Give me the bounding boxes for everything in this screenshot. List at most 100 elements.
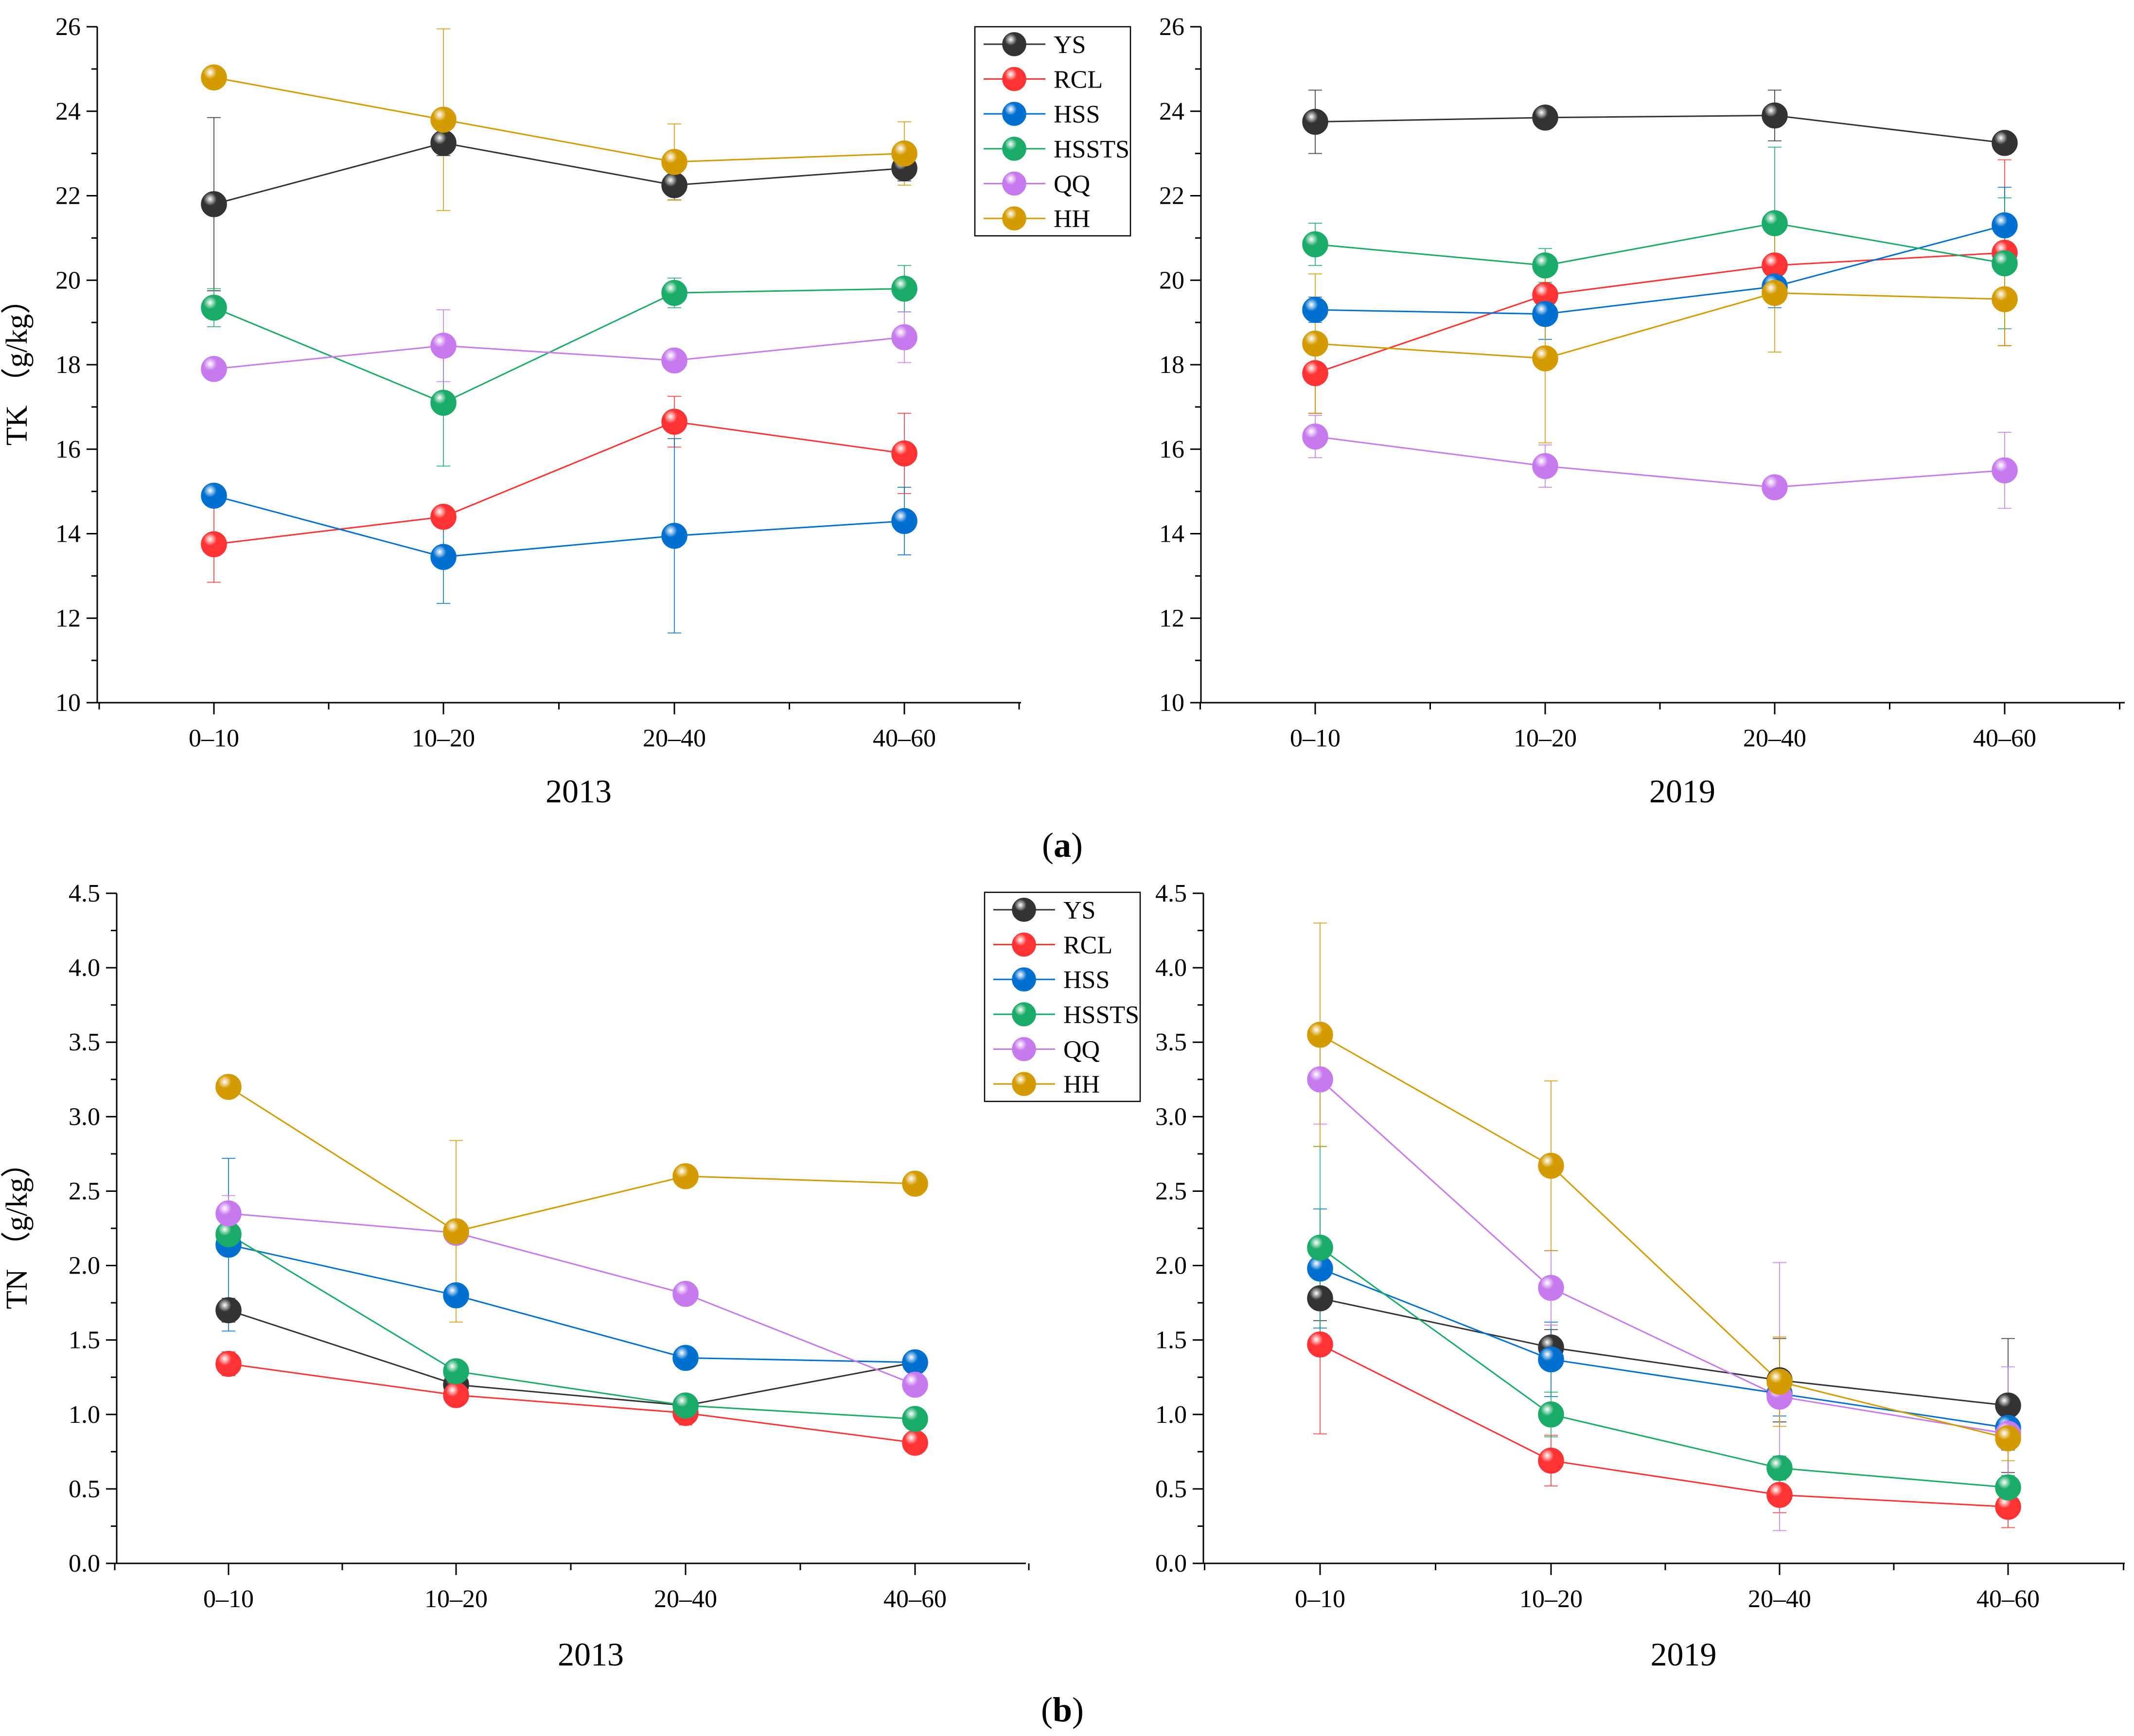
x-axis-title: 2013: [546, 773, 612, 810]
data-point-qq: [1532, 453, 1558, 479]
legend-marker: [1012, 932, 1036, 957]
data-point-rcl: [201, 531, 227, 557]
y-tick-label: 12: [55, 604, 81, 632]
series-line: [1315, 114, 2005, 144]
series-line: [1320, 1268, 2009, 1429]
series-line: [213, 337, 905, 370]
data-point-hss: [1532, 301, 1558, 327]
y-tick-label: 2.5: [1155, 1177, 1187, 1205]
data-point-qq: [1992, 457, 2018, 483]
series-rcl: [207, 396, 911, 583]
series-hh: [1313, 922, 2015, 1461]
data-point-rcl: [430, 504, 457, 530]
legend-box: [974, 26, 1131, 237]
series-hh: [222, 1080, 922, 1323]
y-tick-label: 0.0: [69, 1550, 100, 1577]
legend-marker: [1002, 32, 1026, 56]
data-point-hh: [891, 140, 917, 167]
data-point-qq: [672, 1280, 699, 1307]
series-line: [228, 1309, 916, 1406]
data-point-hss: [430, 544, 457, 570]
y-tick-label: 24: [1159, 98, 1184, 125]
series-qq: [207, 309, 911, 382]
data-point-hss: [1302, 297, 1328, 323]
data-point-ys: [1532, 105, 1558, 131]
data-point-hss: [902, 1349, 928, 1376]
data-point-qq: [215, 1200, 242, 1227]
y-tick-label: 0.5: [69, 1475, 100, 1503]
series-rcl: [1313, 1255, 2015, 1528]
y-tick-label: 16: [55, 436, 81, 463]
series-line: [1315, 222, 2005, 266]
caption-b: (b): [1041, 1690, 1084, 1729]
data-point-rcl: [215, 1350, 242, 1377]
y-tick-label: 3.5: [1155, 1028, 1187, 1056]
x-axis-title: 2019: [1651, 1636, 1717, 1673]
legend-marker: [1012, 967, 1036, 992]
y-tick-label: 14: [1159, 520, 1184, 548]
y-tick-label: 4.0: [1155, 954, 1187, 982]
x-tick-label: 40–60: [873, 725, 936, 752]
data-point-rcl: [1307, 1331, 1333, 1358]
legend-marker: [1012, 1072, 1036, 1096]
caption-a: (a): [1042, 826, 1083, 865]
legend-label: HSSTS: [1054, 136, 1129, 163]
legend-marker: [1002, 67, 1026, 91]
y-tick-label: 3.0: [1155, 1103, 1187, 1131]
x-axis-title: 2019: [1649, 773, 1715, 810]
data-point-hss: [1992, 212, 2018, 239]
y-tick-label: 10: [55, 689, 81, 717]
y-tick-label: 18: [55, 351, 81, 379]
data-point-hss: [891, 508, 917, 534]
legend-marker: [1012, 898, 1036, 922]
data-point-qq: [1762, 474, 1788, 500]
y-tick-label: 12: [1159, 604, 1184, 632]
x-tick-label: 10–20: [1519, 1585, 1583, 1613]
x-tick-label: 20–40: [643, 725, 706, 752]
series-line: [1320, 1034, 2009, 1439]
data-point-ys: [1302, 108, 1328, 135]
data-point-ys: [1992, 130, 2018, 156]
chart-b-2019: 0.0 0.5 1.0 1.5 2.0 2.5 3.0 3.5 4.0 4.5 0–10 10–20 2…: [1155, 880, 2125, 1673]
data-point-rcl: [1766, 1482, 1793, 1508]
legend-marker: [1002, 102, 1026, 126]
y-tick-label: 3.0: [69, 1103, 100, 1131]
series-ys: [222, 1297, 922, 1414]
series-line: [1320, 1344, 2009, 1508]
x-tick-label: 40–60: [1976, 1585, 2040, 1613]
data-point-hh: [672, 1163, 699, 1189]
data-point-hh: [443, 1218, 469, 1244]
legend-label: YS: [1054, 31, 1086, 59]
data-point-hh: [1992, 286, 2018, 313]
data-point-qq: [661, 347, 688, 374]
data-point-hh: [1538, 1152, 1564, 1179]
x-tick-label: 10–20: [1514, 725, 1577, 752]
y-tick-label: 2.0: [69, 1252, 100, 1280]
legend-label: YS: [1063, 897, 1095, 924]
data-point-hh: [1762, 280, 1788, 306]
data-point-hss: [443, 1282, 469, 1309]
chart-b-2013: 0.0 0.5 1.0 1.5 2.0 2.5 3.0 3.5 4.0 4.5 0–10 10–20 2…: [0, 880, 1141, 1673]
data-point-rcl: [1538, 1447, 1564, 1474]
series-line: [228, 1244, 916, 1364]
y-tick-label: 16: [1159, 436, 1184, 463]
series-line: [228, 1363, 916, 1444]
x-tick-label: 40–60: [1973, 725, 2036, 752]
data-point-hssts: [661, 280, 688, 306]
series-line: [1315, 252, 2005, 374]
series-hssts: [1308, 146, 2011, 330]
data-point-hh: [430, 106, 457, 133]
data-point-qq: [891, 324, 917, 351]
series-hss: [1308, 187, 2011, 340]
series-line: [1319, 1079, 2009, 1435]
y-tick-label: 14: [55, 520, 81, 548]
data-point-hssts: [672, 1392, 699, 1419]
data-point-hh: [201, 64, 227, 90]
series-hss: [207, 438, 911, 634]
series-line: [228, 1086, 916, 1232]
x-tick-label: 40–60: [883, 1585, 947, 1613]
legend-label: RCL: [1054, 66, 1103, 94]
y-tick-label: 20: [1159, 266, 1184, 294]
y-tick-label: 0.5: [1155, 1475, 1187, 1503]
